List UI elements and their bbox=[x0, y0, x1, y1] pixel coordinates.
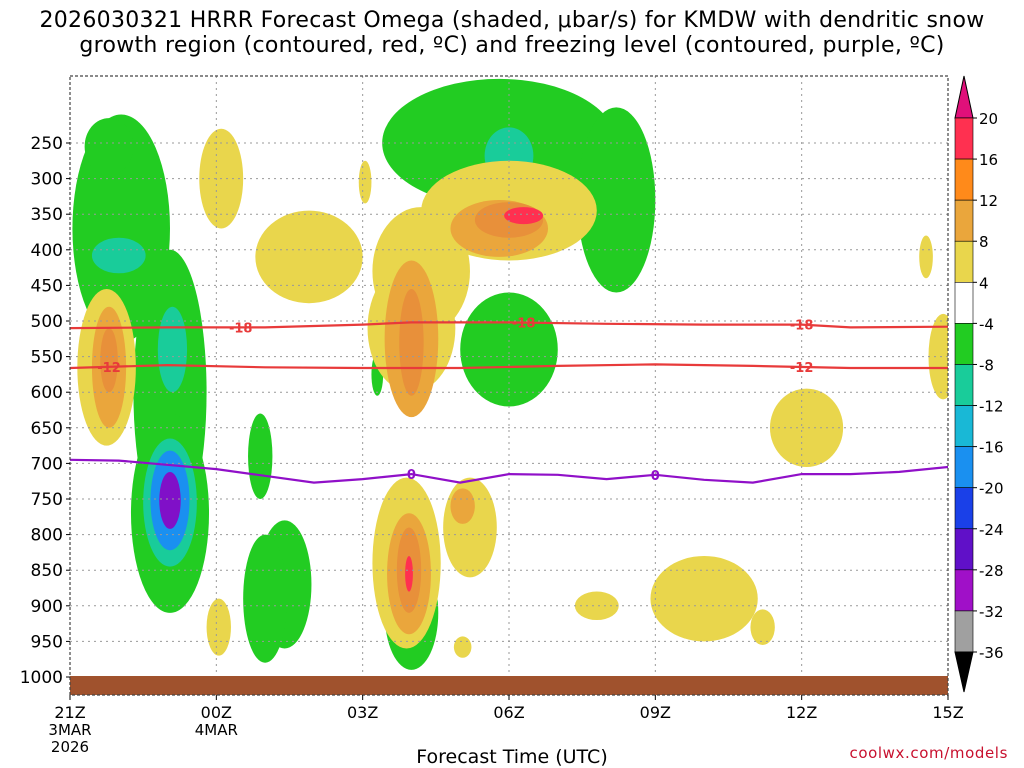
x-tick-label: 09Z bbox=[640, 703, 671, 722]
x-tick-label: 15Z bbox=[932, 703, 963, 722]
colorbar-label: -4 bbox=[979, 315, 994, 333]
colorbar-swatch bbox=[954, 528, 974, 571]
y-tick-label: 450 bbox=[31, 276, 63, 296]
colorbar-swatch bbox=[954, 487, 974, 530]
omega-shade-region bbox=[450, 488, 475, 524]
y-tick-label: 1000 bbox=[20, 668, 63, 688]
colorbar-label: 8 bbox=[979, 233, 989, 251]
contour-label: -12 bbox=[97, 361, 121, 376]
omega-shade-region bbox=[650, 555, 758, 642]
omega-shade-region bbox=[84, 118, 134, 176]
omega-shade-region bbox=[159, 471, 181, 529]
contour-label: -18 bbox=[790, 319, 814, 334]
credit-link[interactable]: coolwx.com/models bbox=[849, 744, 1008, 762]
colorbar-label: -24 bbox=[979, 521, 1004, 539]
colorbar-swatch bbox=[954, 405, 974, 447]
colorbar-label: -28 bbox=[979, 562, 1004, 580]
omega-shade-region bbox=[100, 328, 118, 393]
x-tick-sublabel: 3MAR bbox=[48, 721, 91, 739]
colorbar-swatch bbox=[954, 158, 974, 201]
omega-shade-region bbox=[157, 306, 188, 393]
omega-shade-region bbox=[248, 413, 273, 499]
colorbar-label: -8 bbox=[979, 356, 994, 374]
x-tick-label: 21Z bbox=[54, 703, 85, 722]
y-tick-label: 650 bbox=[31, 419, 63, 439]
contour-label: -18 bbox=[512, 317, 536, 332]
omega-shade-region bbox=[750, 609, 775, 645]
ground-surface bbox=[70, 676, 948, 695]
y-tick-label: 950 bbox=[31, 632, 63, 652]
x-axis-label: Forecast Time (UTC) bbox=[416, 746, 608, 768]
colorbar-label: -36 bbox=[979, 644, 1004, 662]
colorbar-label: -12 bbox=[979, 398, 1004, 416]
y-tick-label: 600 bbox=[31, 383, 63, 403]
y-tick-label: 300 bbox=[31, 170, 63, 190]
omega-shade-region bbox=[919, 235, 933, 279]
omega-shade-region bbox=[453, 636, 472, 658]
colorbar-swatch bbox=[954, 446, 974, 488]
x-tick-label: 12Z bbox=[786, 703, 817, 722]
x-tick-label: 03Z bbox=[347, 703, 378, 722]
contour-line bbox=[70, 321, 948, 330]
colorbar-swatch bbox=[954, 569, 974, 612]
contour-label: 0 bbox=[407, 468, 416, 483]
y-tick-label: 500 bbox=[31, 312, 63, 332]
omega-shade-region bbox=[255, 210, 363, 304]
colorbar-swatch bbox=[954, 282, 974, 324]
colorbar-label: 4 bbox=[979, 274, 989, 292]
colorbar-swatch bbox=[954, 323, 974, 365]
omega-shade-region bbox=[358, 160, 372, 204]
omega-shade-region bbox=[72, 114, 170, 343]
omega-shade-region bbox=[243, 534, 288, 663]
colorbar-swatch bbox=[954, 117, 974, 160]
contour-line bbox=[70, 363, 948, 370]
y-tick-label: 900 bbox=[31, 597, 63, 617]
omega-shade-region bbox=[206, 598, 231, 656]
omega-shade-region bbox=[405, 555, 413, 592]
y-tick-label: 800 bbox=[31, 526, 63, 546]
y-tick-label: 750 bbox=[31, 490, 63, 510]
y-tick-label: 350 bbox=[31, 205, 63, 225]
omega-shade-region bbox=[399, 288, 424, 396]
omega-shade-region bbox=[91, 237, 146, 274]
colorbar-swatch bbox=[954, 364, 974, 406]
colorbar-label: -20 bbox=[979, 480, 1004, 498]
omega-shade-region bbox=[574, 591, 619, 621]
y-tick-label: 550 bbox=[31, 348, 63, 368]
x-tick-label: 06Z bbox=[493, 703, 524, 722]
colorbar-label: 16 bbox=[979, 151, 998, 169]
x-tick-sublabel: 2026 bbox=[51, 738, 89, 756]
contour-label: -12 bbox=[790, 361, 814, 376]
y-tick-label: 700 bbox=[31, 454, 63, 474]
colorbar-label: -32 bbox=[979, 603, 1004, 621]
contour-label: -18 bbox=[229, 321, 253, 336]
colorbar-label: 20 bbox=[979, 110, 998, 128]
omega-shade-region bbox=[577, 107, 656, 293]
chart-title-line-1: 2026030321 HRRR Forecast Omega (shaded, … bbox=[39, 8, 985, 33]
colorbar-swatch bbox=[954, 199, 974, 242]
y-tick-label: 850 bbox=[31, 561, 63, 581]
chart-title-line-2: growth region (contoured, red, ºC) and f… bbox=[79, 33, 945, 58]
colorbar-label: -16 bbox=[979, 439, 1004, 457]
omega-shade-region bbox=[928, 313, 948, 400]
contour-line bbox=[70, 458, 948, 484]
y-tick-label: 400 bbox=[31, 241, 63, 261]
y-tick-label: 250 bbox=[31, 134, 63, 154]
colorbar-swatch bbox=[954, 240, 974, 283]
omega-shade-region bbox=[769, 388, 844, 467]
contour-label: 0 bbox=[651, 469, 660, 484]
x-tick-sublabel: 4MAR bbox=[195, 721, 238, 739]
x-tick-label: 00Z bbox=[201, 703, 232, 722]
colorbar-bottom-arrow bbox=[954, 651, 974, 693]
omega-shade-region bbox=[504, 207, 544, 225]
colorbar-label: 12 bbox=[979, 192, 998, 210]
colorbar-swatch bbox=[954, 610, 974, 653]
colorbar-top-arrow bbox=[954, 75, 974, 119]
